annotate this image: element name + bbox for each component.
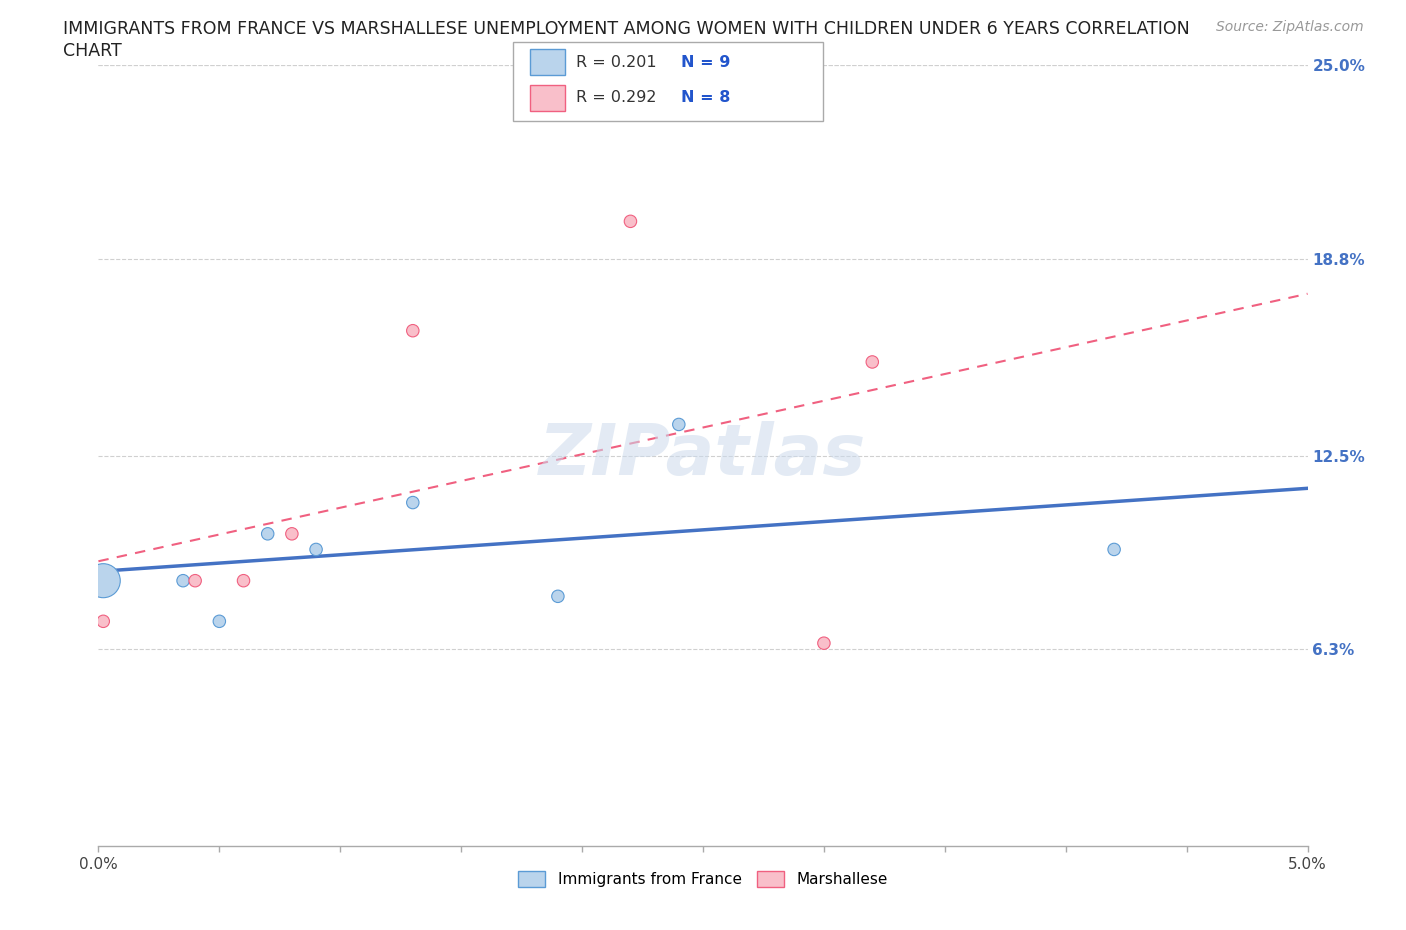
Text: R = 0.201: R = 0.201 [576,55,657,70]
Text: N = 9: N = 9 [681,55,730,70]
Point [91,573,114,588]
Point [668,417,690,432]
Point [256,526,278,541]
Text: N = 8: N = 8 [681,90,730,105]
Point [208,614,231,629]
Text: R = 0.292: R = 0.292 [576,90,657,105]
Point [232,573,254,588]
Point [402,324,425,339]
Text: IMMIGRANTS FROM FRANCE VS MARSHALLESE UNEMPLOYMENT AMONG WOMEN WITH CHILDREN UND: IMMIGRANTS FROM FRANCE VS MARSHALLESE UN… [63,20,1189,38]
Point [184,573,207,588]
Point [172,573,194,588]
Point [281,526,304,541]
Point [1102,542,1125,557]
Text: Source: ZipAtlas.com: Source: ZipAtlas.com [1216,20,1364,34]
Point [619,214,641,229]
Legend: Immigrants from France, Marshallese: Immigrants from France, Marshallese [512,865,894,894]
Point [305,542,328,557]
Text: CHART: CHART [63,42,122,60]
Point [813,636,835,651]
Point [547,589,569,604]
Point [91,614,114,629]
Text: ZIPatlas: ZIPatlas [540,421,866,490]
Point [402,495,425,510]
Point [860,354,883,369]
